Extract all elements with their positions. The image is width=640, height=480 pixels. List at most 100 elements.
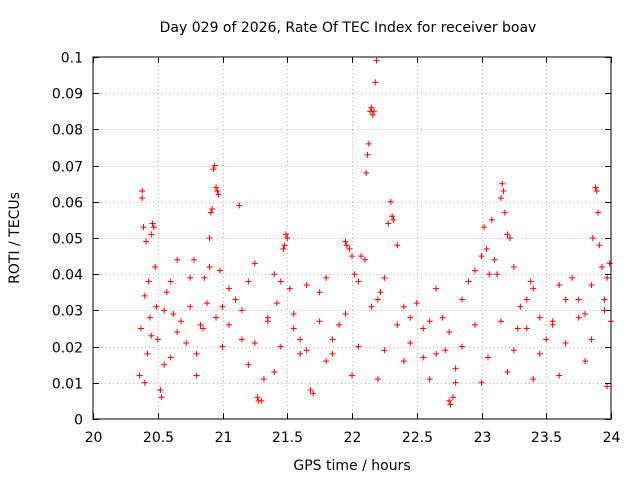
- roti-point: [459, 296, 466, 303]
- roti-point: [426, 376, 433, 383]
- roti-point: [167, 278, 174, 285]
- roti-point: [148, 231, 155, 238]
- roti-point: [499, 180, 506, 187]
- roti-point: [260, 376, 267, 383]
- roti-point: [149, 220, 156, 227]
- roti-point: [530, 376, 537, 383]
- roti-point: [191, 256, 198, 263]
- x-tick-label: 24: [603, 430, 621, 446]
- roti-point: [264, 318, 271, 325]
- roti-point: [141, 292, 148, 299]
- roti-point: [433, 350, 440, 357]
- x-tick-label: 21: [215, 430, 233, 446]
- roti-point: [373, 57, 380, 64]
- roti-point: [601, 307, 608, 314]
- roti-point: [336, 321, 343, 328]
- roti-point: [216, 267, 223, 274]
- roti-point: [136, 372, 143, 379]
- roti-point: [346, 245, 353, 252]
- roti-point: [290, 325, 297, 332]
- roti-point: [178, 318, 185, 325]
- x-tick-label: 22: [344, 430, 362, 446]
- roti-point: [193, 372, 200, 379]
- roti-point: [187, 274, 194, 281]
- roti-point: [452, 379, 459, 386]
- roti-point: [297, 350, 304, 357]
- roti-point: [211, 162, 218, 169]
- roti-point: [343, 242, 350, 249]
- roti-point: [510, 263, 517, 270]
- roti-point: [215, 191, 222, 198]
- roti-point: [459, 343, 466, 350]
- roti-point: [157, 387, 164, 394]
- roti-point: [536, 350, 543, 357]
- roti-point: [213, 184, 220, 191]
- x-tick-label: 23.5: [531, 430, 562, 446]
- roti-point: [562, 339, 569, 346]
- roti-point: [407, 339, 414, 346]
- roti-point: [381, 347, 388, 354]
- roti-point: [598, 263, 605, 270]
- roti-point: [452, 365, 459, 372]
- roti-point: [439, 314, 446, 321]
- roti-point: [200, 325, 207, 332]
- roti-point: [556, 372, 563, 379]
- roti-point: [506, 235, 513, 241]
- roti-point: [150, 224, 157, 231]
- y-tick-label: 0.03: [52, 304, 83, 320]
- roti-point: [152, 263, 159, 270]
- roti-point: [245, 361, 252, 368]
- roti-point: [385, 220, 392, 227]
- roti-point: [349, 372, 355, 379]
- roti-point: [225, 285, 232, 292]
- roti-point: [258, 397, 265, 404]
- roti-point: [595, 209, 602, 216]
- roti-point: [351, 271, 358, 278]
- roti-point: [141, 379, 148, 386]
- roti-point: [606, 260, 613, 267]
- roti-point: [355, 343, 362, 350]
- roti-point: [497, 318, 504, 325]
- roti-point: [491, 256, 498, 263]
- y-tick-label: 0: [74, 413, 83, 429]
- roti-point: [442, 347, 449, 354]
- roti-point: [307, 387, 314, 394]
- x-tick-label: 21.5: [272, 430, 303, 446]
- roti-point: [604, 274, 611, 281]
- roti-point: [297, 336, 304, 343]
- roti-point: [161, 307, 168, 314]
- roti-point: [349, 253, 355, 260]
- roti-point: [446, 397, 453, 404]
- roti-point: [494, 271, 501, 278]
- roti-point: [154, 336, 161, 343]
- roti-point: [310, 390, 317, 397]
- roti-point: [282, 231, 289, 238]
- roti-point: [329, 336, 336, 343]
- roti-point: [342, 238, 349, 245]
- roti-point: [556, 282, 563, 289]
- roti-point: [390, 216, 397, 223]
- roti-point: [219, 343, 226, 350]
- roti-point: [400, 303, 407, 310]
- x-tick-label: 20.5: [143, 430, 174, 446]
- roti-point: [481, 224, 488, 231]
- roti-point: [213, 314, 220, 321]
- roti-point: [592, 184, 599, 191]
- roti-point: [238, 336, 245, 343]
- y-tick-label: 0.01: [52, 377, 83, 393]
- roti-point: [413, 300, 420, 307]
- roti-point: [368, 104, 375, 111]
- roti-point: [303, 282, 310, 289]
- roti-point: [450, 394, 457, 401]
- roti-point: [369, 111, 376, 118]
- roti-point: [588, 282, 595, 289]
- y-tick-label: 0.02: [52, 341, 83, 357]
- x-tick-label: 20: [85, 430, 103, 446]
- roti-point: [407, 314, 414, 321]
- roti-point: [549, 321, 556, 328]
- roti-point: [394, 242, 401, 249]
- y-tick-label: 0.06: [52, 196, 83, 212]
- roti-point: [364, 151, 371, 158]
- roti-point: [238, 307, 245, 314]
- roti-point: [527, 278, 534, 285]
